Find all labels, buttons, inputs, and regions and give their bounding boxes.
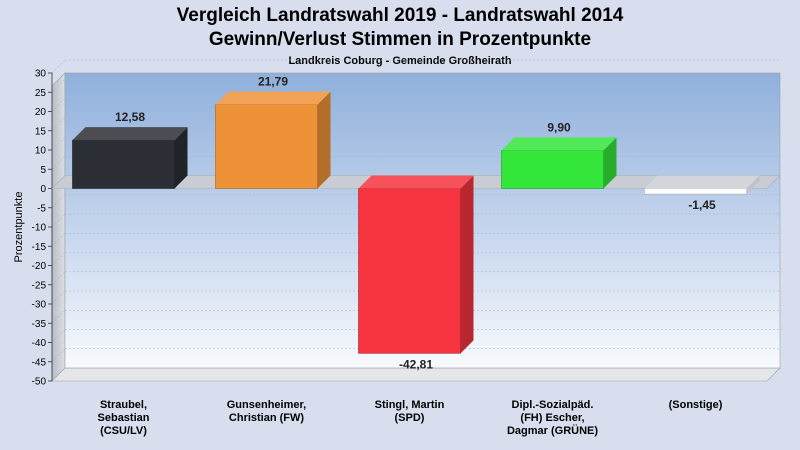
- bar-side-1: [317, 91, 331, 189]
- chart-title-line-2: Gewinn/Verlust Stimmen in Prozentpunkte: [208, 29, 592, 50]
- chart-title-block: Vergleich Landratswahl 2019 - Landratswa…: [0, 0, 800, 69]
- gridline-side: [51, 252, 66, 266]
- category-label-3: Dipl.-Sozialpäd.: [512, 399, 594, 411]
- y-tick-label: -40: [32, 338, 47, 349]
- y-tick-label: -15: [32, 242, 47, 253]
- bar-side-3: [603, 137, 617, 189]
- gridline-side: [51, 156, 66, 170]
- category-label-1: Christian (FW): [229, 412, 304, 424]
- category-label-3: Dagmar (GRÜNE): [507, 424, 598, 437]
- category-label-2: Stingl, Martin: [375, 399, 445, 411]
- bar-side-4: [746, 175, 760, 195]
- bar-top-1: [215, 91, 331, 105]
- y-tick-label: 10: [35, 146, 47, 157]
- gridline-side: [51, 329, 66, 343]
- y-tick-label: 30: [35, 69, 47, 80]
- plot-left-wall: [51, 72, 66, 382]
- gridline-side: [51, 194, 66, 208]
- gridline-side: [51, 117, 66, 131]
- y-tick-label: 25: [35, 88, 47, 99]
- data-label-4: -1,45: [688, 198, 716, 212]
- category-label-4: (Sonstige): [669, 399, 723, 411]
- y-tick-label: -35: [32, 319, 47, 330]
- y-tick-label: 0: [40, 184, 46, 195]
- category-label-0: Straubel,: [100, 399, 147, 411]
- gridline-side: [51, 98, 66, 112]
- category-label-3: (FH) Escher,: [520, 412, 584, 424]
- y-tick-label: 5: [40, 165, 46, 176]
- category-label-1: Gunsenheimer,: [227, 399, 306, 411]
- data-label-1: 21,79: [258, 75, 288, 89]
- bar-3: [501, 150, 604, 189]
- bar-top-3: [501, 137, 617, 151]
- y-tick-label: 20: [35, 107, 47, 118]
- bar-side-2: [460, 175, 474, 354]
- gridline-side: [51, 367, 66, 382]
- gridline-side: [51, 233, 66, 247]
- category-label-0: (CSU/LV): [100, 425, 147, 437]
- category-label-0: Sebastian: [98, 412, 150, 424]
- category-label-2: (SPD): [395, 412, 425, 424]
- gridline-side: [51, 310, 66, 324]
- gridline-side: [51, 136, 66, 151]
- y-tick-label: -45: [32, 357, 47, 368]
- bar-0: [72, 139, 175, 189]
- y-tick-label: 15: [35, 126, 47, 137]
- gridline-side: [51, 348, 66, 362]
- bar-top-4: [644, 175, 760, 189]
- bar-2: [358, 188, 461, 354]
- chart-title-line-1: Vergleich Landratswahl 2019 - Landratswa…: [176, 5, 624, 26]
- data-label-0: 12,58: [115, 110, 145, 124]
- y-tick-label: -5: [37, 203, 46, 214]
- data-label-3: 9,90: [547, 120, 571, 134]
- bar-1: [215, 104, 318, 189]
- y-tick-label: -30: [32, 300, 47, 311]
- bar-4: [644, 188, 747, 195]
- gridline-side: [51, 271, 66, 285]
- chart-subtitle: Landkreis Coburg - Gemeinde Großheirath: [288, 55, 512, 67]
- bar-top-0: [72, 127, 188, 141]
- gridline-side: [51, 59, 66, 74]
- y-axis-label: Prozentpunkte: [13, 192, 25, 263]
- bar-top-2: [358, 175, 474, 189]
- y-tick-label: -25: [32, 280, 47, 291]
- data-label-2: -42,81: [399, 357, 433, 371]
- gridline-side: [51, 79, 66, 93]
- gridline-side: [51, 290, 66, 305]
- y-tick-label: -50: [32, 377, 47, 388]
- y-tick-label: -10: [32, 223, 47, 234]
- gridline-side: [51, 213, 66, 228]
- y-tick-label: -20: [32, 261, 47, 272]
- bar-side-0: [174, 127, 188, 189]
